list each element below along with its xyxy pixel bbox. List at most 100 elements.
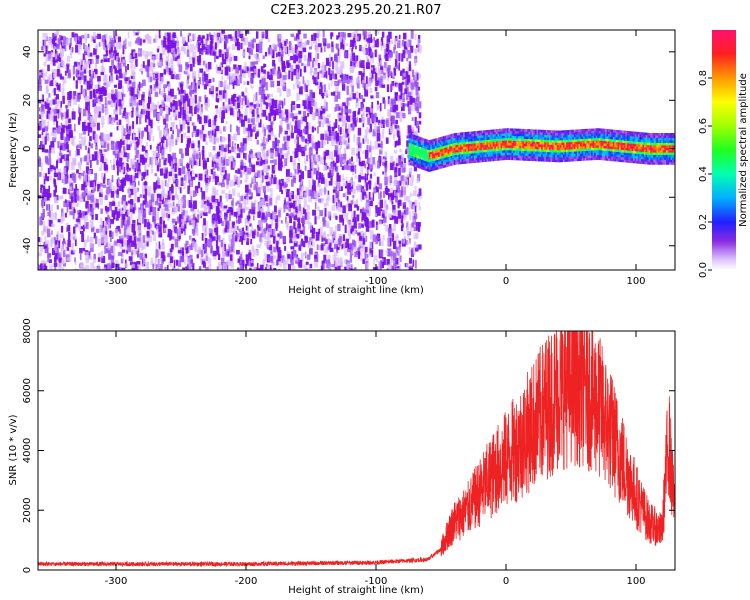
heatmap-noise-cell bbox=[307, 170, 312, 179]
heatmap-noise-cell bbox=[73, 158, 77, 166]
heatmap-noise-cell bbox=[180, 227, 183, 234]
heatmap-noise-cell bbox=[298, 60, 300, 67]
heatmap-noise-cell bbox=[192, 263, 195, 270]
heatmap-noise-cell bbox=[198, 173, 203, 181]
heatmap-noise-cell bbox=[304, 192, 307, 199]
heatmap-noise-cell bbox=[60, 52, 63, 58]
heatmap-noise-cell bbox=[95, 266, 98, 270]
heatmap-noise-cell bbox=[260, 99, 263, 107]
heatmap-noise-cell bbox=[315, 151, 318, 155]
heatmap-noise-cell bbox=[393, 223, 396, 232]
heatmap-noise-cell bbox=[325, 70, 328, 79]
heatmap-noise-cell bbox=[326, 60, 329, 65]
heatmap-noise-cell bbox=[133, 141, 136, 151]
heatmap-noise-cell bbox=[53, 189, 56, 197]
heatmap-noise-cell bbox=[94, 172, 98, 181]
heatmap-noise-cell bbox=[51, 223, 55, 227]
heatmap-noise-cell bbox=[47, 103, 50, 110]
heatmap-noise-cell bbox=[43, 263, 46, 268]
heatmap-noise-cell bbox=[384, 167, 387, 176]
heatmap-noise-cell bbox=[83, 75, 87, 85]
heatmap-noise-cell bbox=[393, 261, 396, 267]
heatmap-noise-cell bbox=[89, 69, 91, 77]
heatmap-noise-cell bbox=[56, 43, 60, 50]
heatmap-noise-cell bbox=[296, 136, 299, 145]
heatmap-noise-cell bbox=[266, 125, 271, 130]
heatmap-noise-cell bbox=[255, 249, 259, 255]
heatmap-noise-cell bbox=[217, 151, 221, 157]
heatmap-noise-cell bbox=[342, 102, 346, 106]
heatmap-noise-cell bbox=[284, 246, 287, 251]
heatmap-noise-cell bbox=[73, 61, 78, 67]
heatmap-noise-cell bbox=[84, 45, 88, 52]
heatmap-noise-cell bbox=[331, 131, 335, 140]
heatmap-noise-cell bbox=[157, 143, 160, 149]
heatmap-noise-cell bbox=[297, 217, 301, 222]
heatmap-noise-cell bbox=[399, 199, 402, 206]
heatmap-noise-cell bbox=[224, 228, 227, 233]
heatmap-noise-cell bbox=[375, 205, 378, 211]
heatmap-noise-cell bbox=[350, 61, 353, 67]
heatmap-noise-cell bbox=[394, 176, 398, 185]
heatmap-noise-cell bbox=[179, 109, 182, 118]
heatmap-noise-cell bbox=[167, 234, 171, 238]
heatmap-noise-cell bbox=[252, 248, 256, 258]
heatmap-noise-cell bbox=[377, 220, 382, 225]
heatmap-noise-cell bbox=[399, 114, 403, 122]
heatmap-noise-cell bbox=[346, 196, 349, 201]
heatmap-noise-cell bbox=[238, 235, 243, 242]
heatmap-noise-cell bbox=[248, 71, 252, 78]
heatmap-noise-cell bbox=[297, 119, 301, 128]
heatmap-noise-cell bbox=[186, 250, 188, 260]
heatmap-noise-cell bbox=[64, 65, 67, 69]
heatmap-noise-cell bbox=[162, 217, 165, 222]
heatmap-noise-cell bbox=[375, 259, 378, 263]
heatmap-noise-cell bbox=[189, 237, 193, 241]
heatmap-noise-cell bbox=[303, 199, 307, 208]
heatmap-noise-cell bbox=[213, 200, 217, 206]
heatmap-noise-cell bbox=[257, 204, 261, 211]
heatmap-noise-cell bbox=[128, 80, 132, 85]
heatmap-noise-cell bbox=[327, 254, 331, 259]
heatmap-noise-cell bbox=[168, 140, 171, 147]
heatmap-noise-cell bbox=[277, 51, 281, 57]
heatmap-noise-cell bbox=[417, 101, 422, 109]
heatmap-noise-cell bbox=[228, 194, 232, 199]
heatmap-noise-cell bbox=[264, 269, 268, 270]
heatmap-noise-cell bbox=[38, 252, 42, 257]
heatmap-noise-cell bbox=[380, 37, 384, 46]
heatmap-noise-cell bbox=[77, 36, 80, 42]
heatmap-noise-cell bbox=[338, 115, 342, 119]
heatmap-noise-cell bbox=[416, 244, 419, 249]
heatmap-noise-cell bbox=[346, 85, 349, 95]
heatmap-noise-cell bbox=[366, 138, 370, 145]
heatmap-noise-cell bbox=[59, 145, 63, 150]
heatmap-noise-cell bbox=[123, 40, 127, 50]
heatmap-noise-cell bbox=[118, 67, 122, 74]
heatmap-noise-cell bbox=[361, 116, 364, 120]
heatmap-noise-cell bbox=[65, 158, 70, 168]
heatmap-noise-cell bbox=[357, 33, 361, 40]
heatmap-noise-cell bbox=[319, 156, 323, 165]
heatmap-noise-cell bbox=[124, 139, 129, 146]
heatmap-noise-cell bbox=[138, 130, 141, 139]
heatmap-noise-cell bbox=[74, 193, 77, 203]
heatmap-noise-cell bbox=[198, 144, 200, 151]
heatmap-noise-cell bbox=[197, 249, 201, 256]
heatmap-noise-cell bbox=[149, 88, 152, 94]
heatmap-noise-cell bbox=[95, 55, 99, 64]
heatmap-noise-cell bbox=[121, 162, 124, 170]
heatmap-noise-cell bbox=[230, 261, 234, 269]
heatmap-noise-cell bbox=[362, 30, 366, 36]
heatmap-noise-cell bbox=[164, 143, 168, 150]
heatmap-noise-cell bbox=[242, 73, 246, 78]
heatmap-noise-cell bbox=[53, 68, 58, 76]
heatmap-noise-cell bbox=[138, 81, 141, 91]
heatmap-noise-cell bbox=[362, 258, 366, 264]
heatmap-noise-cell bbox=[199, 129, 204, 134]
heatmap-noise-cell bbox=[79, 216, 84, 221]
heatmap-noise-cell bbox=[374, 123, 377, 132]
heatmap-noise-cell bbox=[398, 53, 401, 62]
heatmap-noise-cell bbox=[51, 89, 55, 93]
heatmap-noise-cell bbox=[179, 73, 182, 78]
